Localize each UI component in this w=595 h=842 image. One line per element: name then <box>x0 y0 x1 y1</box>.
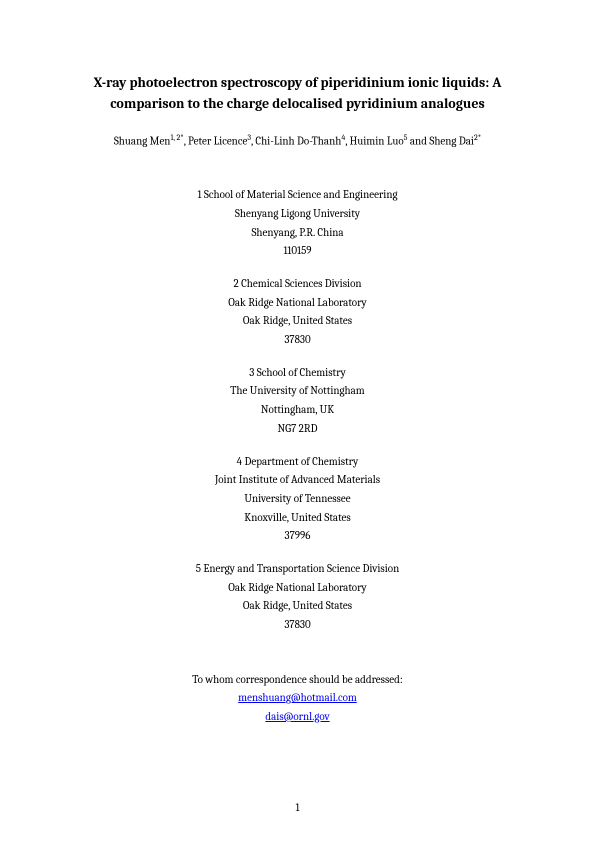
author-affil-sup: 1, 2* <box>170 133 183 142</box>
author-name: , Peter Licence <box>184 135 248 148</box>
affiliation-line: 1 School of Material Science and Enginee… <box>70 186 525 205</box>
title-line-1: X-ray photoelectron spectroscopy of pipe… <box>94 74 502 91</box>
title-line-2: comparison to the charge delocalised pyr… <box>110 95 485 112</box>
affiliation-line: Oak Ridge, United States <box>70 312 525 331</box>
correspondence-label: To whom correspondence should be address… <box>70 671 525 690</box>
affiliation-line: The University of Nottingham <box>70 382 525 401</box>
page-content: X-ray photoelectron spectroscopy of pipe… <box>0 0 595 767</box>
affiliation-line: NG7 2RD <box>70 420 525 439</box>
affiliation-line: Nottingham, UK <box>70 401 525 420</box>
affiliation-block: 4 Department of Chemistry Joint Institut… <box>70 453 525 546</box>
affiliation-line: 4 Department of Chemistry <box>70 453 525 472</box>
affiliation-line: 37830 <box>70 331 525 350</box>
affiliation-line: Knoxville, United States <box>70 509 525 528</box>
affiliation-block: 5 Energy and Transportation Science Divi… <box>70 560 525 635</box>
correspondence-email-link[interactable]: dais@ornl.gov <box>265 710 329 723</box>
author-name: , Chi-Linh Do-Thanh <box>251 135 341 148</box>
correspondence-block: To whom correspondence should be address… <box>70 671 525 727</box>
affiliation-line: Shenyang Ligong University <box>70 205 525 224</box>
affiliation-line: Joint Institute of Advanced Materials <box>70 471 525 490</box>
author-name: and Sheng Dai <box>407 135 474 148</box>
author-affil-sup: 2* <box>474 133 481 142</box>
author-name: Shuang Men <box>114 135 171 148</box>
affiliation-line: 2 Chemical Sciences Division <box>70 275 525 294</box>
affiliation-line: 3 School of Chemistry <box>70 364 525 383</box>
affiliation-block: 3 School of Chemistry The University of … <box>70 364 525 439</box>
author-name: , Huimin Luo <box>345 135 403 148</box>
correspondence-email-link[interactable]: menshuang@hotmail.com <box>238 691 357 704</box>
affiliation-line: 37996 <box>70 527 525 546</box>
affiliation-line: University of Tennessee <box>70 490 525 509</box>
affiliation-line: Oak Ridge, United States <box>70 597 525 616</box>
affiliation-line: Shenyang, P.R. China <box>70 224 525 243</box>
paper-title: X-ray photoelectron spectroscopy of pipe… <box>70 72 525 114</box>
affiliation-line: 37830 <box>70 616 525 635</box>
affiliation-block: 1 School of Material Science and Enginee… <box>70 186 525 261</box>
page-number: 1 <box>0 801 595 814</box>
author-list: Shuang Men1, 2*, Peter Licence3, Chi-Lin… <box>70 132 525 150</box>
affiliation-line: 5 Energy and Transportation Science Divi… <box>70 560 525 579</box>
affiliation-line: Oak Ridge National Laboratory <box>70 294 525 313</box>
affiliation-line: 110159 <box>70 242 525 261</box>
affiliation-block: 2 Chemical Sciences Division Oak Ridge N… <box>70 275 525 350</box>
affiliation-line: Oak Ridge National Laboratory <box>70 579 525 598</box>
